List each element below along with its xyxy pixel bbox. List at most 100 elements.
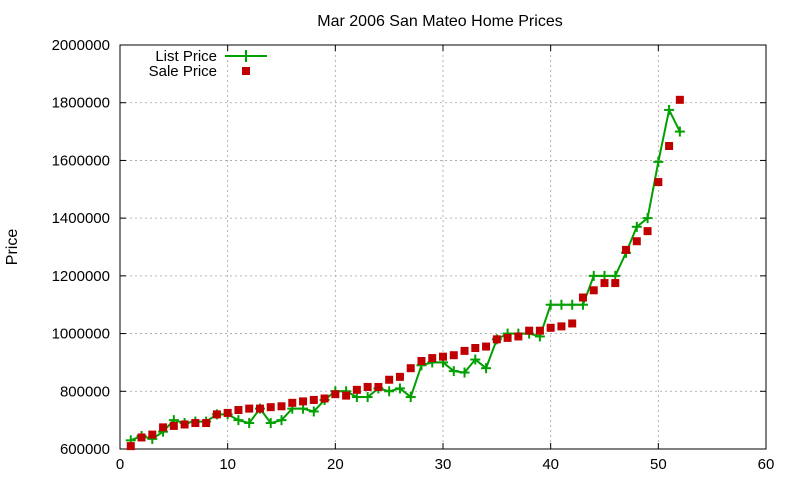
sale-price-point xyxy=(460,346,469,355)
x-tick-label: 50 xyxy=(650,456,667,473)
sale-price-point xyxy=(331,390,340,399)
sale-price-point xyxy=(632,237,641,246)
sale-price-point xyxy=(417,356,426,365)
sale-price-point xyxy=(374,382,383,391)
sale-price-point xyxy=(675,95,684,104)
list-price-point xyxy=(642,213,653,224)
list-price-point xyxy=(265,418,276,429)
legend-marker-list-price xyxy=(240,50,252,62)
sale-price-point xyxy=(589,286,598,295)
sale-price-point xyxy=(492,335,501,344)
sale-price-point xyxy=(482,342,491,351)
sale-price-point xyxy=(514,332,523,341)
sale-price-point xyxy=(180,420,189,429)
sale-price-point xyxy=(245,404,254,413)
list-price-point xyxy=(362,392,373,403)
sale-price-point xyxy=(137,433,146,442)
sale-price-point xyxy=(299,397,308,406)
sale-price-point xyxy=(277,402,286,411)
y-tick-label: 1400000 xyxy=(52,210,110,227)
list-price-point xyxy=(664,104,675,115)
list-price-point xyxy=(653,156,664,167)
legend-marker-sale-price xyxy=(242,67,250,75)
sale-price-point xyxy=(352,385,361,394)
sale-price-point xyxy=(212,410,221,419)
sale-price-point xyxy=(643,227,652,236)
y-axis-label: Price xyxy=(4,229,21,266)
sale-price-point xyxy=(223,408,232,417)
sale-price-point xyxy=(288,398,297,407)
sale-price-point xyxy=(622,245,631,254)
sale-price-point xyxy=(159,423,168,432)
x-tick-label: 0 xyxy=(116,456,124,473)
sale-price-point xyxy=(428,354,437,363)
list-price-point xyxy=(459,367,470,378)
list-price-point xyxy=(394,383,405,394)
list-price-point xyxy=(384,386,395,397)
list-price-point xyxy=(674,126,685,137)
sale-price-point xyxy=(600,279,609,288)
sale-price-point xyxy=(535,326,544,335)
list-price-point xyxy=(405,392,416,403)
sale-price-point xyxy=(202,419,211,428)
legend-label-list-price: List Price xyxy=(155,48,217,65)
sale-price-point xyxy=(568,319,577,328)
list-price-point xyxy=(308,406,319,417)
list-price-point xyxy=(556,299,567,310)
sale-price-point xyxy=(546,323,555,332)
sale-price-point xyxy=(578,293,587,302)
sale-price-point xyxy=(385,375,394,384)
list-price-point xyxy=(448,366,459,377)
y-tick-label: 2000000 xyxy=(52,37,110,54)
grid-lines xyxy=(120,45,766,449)
list-price-point xyxy=(481,363,492,374)
x-tick-label: 30 xyxy=(435,456,452,473)
list-price-point xyxy=(276,415,287,426)
sale-price-point xyxy=(126,442,135,451)
chart-title: Mar 2006 San Mateo Home Prices xyxy=(317,13,562,30)
legend-label-sale-price: Sale Price xyxy=(149,63,217,80)
legend: List Price Sale Price xyxy=(149,48,267,80)
sale-price-point xyxy=(191,419,200,428)
y-tick-label: 1000000 xyxy=(52,326,110,343)
sale-price-point xyxy=(525,326,534,335)
list-price-point xyxy=(244,418,255,429)
sale-price-point xyxy=(449,351,458,360)
x-tick-label: 10 xyxy=(219,456,236,473)
sale-price-point xyxy=(406,364,415,373)
sale-price-point xyxy=(439,352,447,361)
sale-price-point xyxy=(148,430,157,439)
axis-ticks: 0 10 20 30 40 50 60 600000 800000 1000000 1200000 1… xyxy=(52,37,775,473)
sale-price-point xyxy=(266,403,275,412)
sale-price-point xyxy=(471,344,480,352)
sale-price-point xyxy=(557,322,566,331)
sale-price-point xyxy=(234,406,243,415)
list-price-point xyxy=(545,299,556,310)
sale-price-point xyxy=(320,394,329,403)
sale-price-point xyxy=(665,142,674,150)
list-price-point xyxy=(233,415,244,426)
x-tick-label: 60 xyxy=(758,456,775,473)
list-price-point xyxy=(567,299,578,310)
y-tick-label: 600000 xyxy=(60,441,110,458)
x-tick-label: 40 xyxy=(542,456,559,473)
y-tick-label: 1200000 xyxy=(52,268,110,285)
sale-price-point xyxy=(654,178,663,187)
list-price-point xyxy=(631,221,642,232)
sale-price-point xyxy=(395,372,404,381)
sale-price-point xyxy=(611,279,620,288)
series-marks xyxy=(125,95,685,451)
y-tick-label: 800000 xyxy=(60,383,110,400)
sale-price-point xyxy=(169,421,178,430)
sale-price-point xyxy=(255,404,264,413)
y-tick-label: 1800000 xyxy=(52,95,110,112)
list-price-line xyxy=(130,108,681,442)
sale-price-point xyxy=(363,382,372,391)
sale-price-point xyxy=(342,391,351,400)
list-price-point xyxy=(588,270,599,281)
list-price-point xyxy=(470,354,481,365)
y-tick-label: 1600000 xyxy=(52,152,110,169)
sale-price-point xyxy=(309,395,318,404)
x-tick-label: 20 xyxy=(327,456,344,473)
